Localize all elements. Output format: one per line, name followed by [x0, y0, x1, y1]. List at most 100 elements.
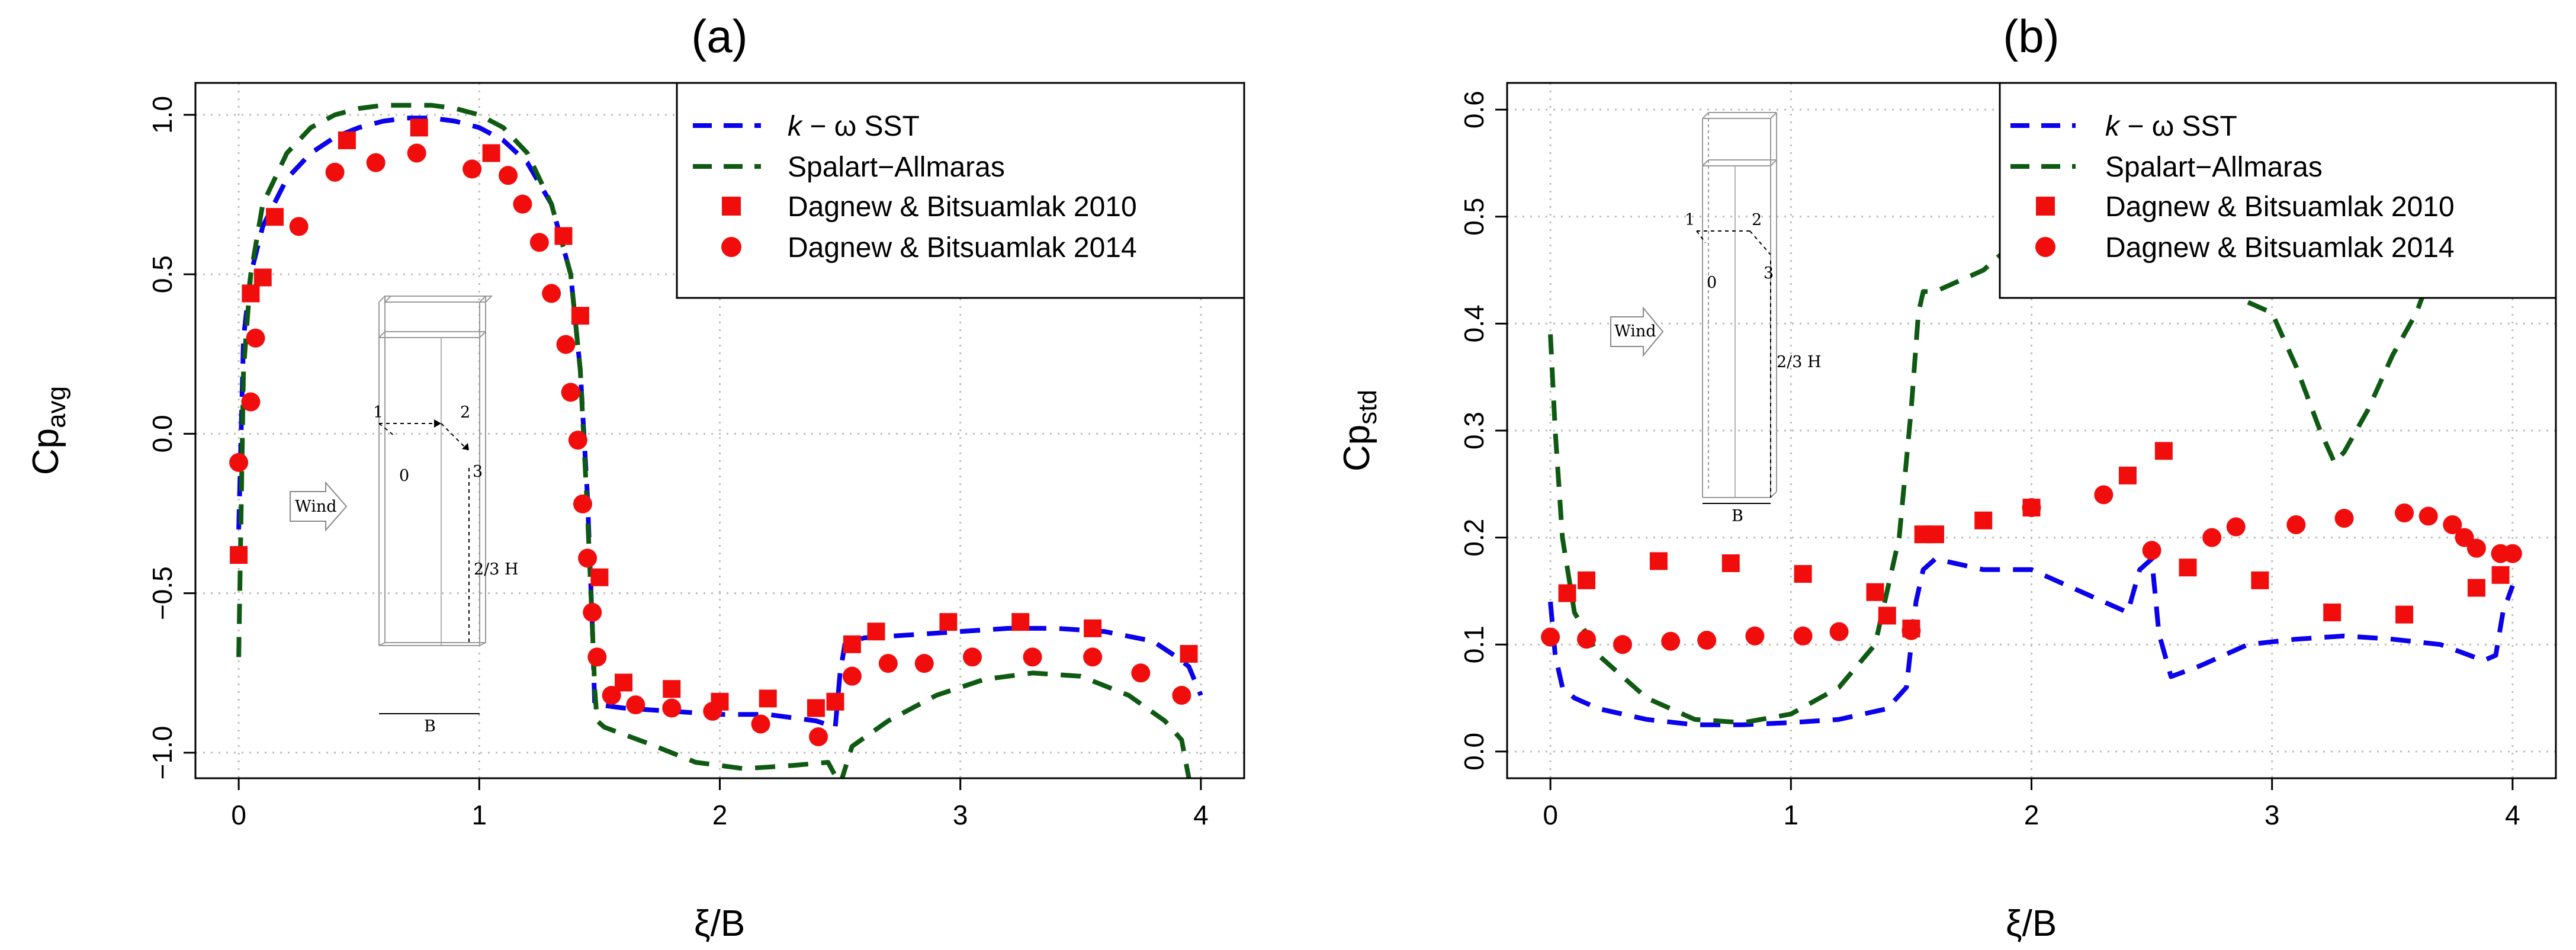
- panel-a-legend-box: [676, 82, 1245, 299]
- panel-a-series-2-point-13: [759, 689, 777, 708]
- panel-a-series-2-point-14: [807, 699, 825, 717]
- panel-a-series-3-point-29: [1023, 647, 1042, 667]
- panel-b-series-3-point-19: [2491, 566, 2510, 584]
- panel-a-y-tick-label-1: −0.5: [147, 566, 178, 620]
- panel-b: (b) 0 1 2 3 4 0.0 0.1 0.2 0.3 0.4 0.5 0.6 ξ/B Cpstd: [1337, 10, 2557, 944]
- panel-b-wind-arrow-icon: [1610, 306, 1664, 357]
- panel-a-legend-sa-label: Spalart−Allmaras: [788, 152, 1005, 183]
- panel-b-y-tick-label-2: 0.2: [1459, 519, 1489, 557]
- panel-b-series-3-point-13: [2154, 442, 2173, 460]
- panel-b-legend-sst-k: k: [2105, 111, 2121, 142]
- panel-b-series-3-point-0: [1558, 584, 1576, 602]
- panel-a-x-tick-label-4: 4: [1193, 800, 1209, 830]
- panel-a-series-3-point-32: [1172, 685, 1191, 705]
- panel-a-series-3-point-11: [542, 284, 561, 303]
- panel-a-legend: k − ω SST Spalart−Allmaras Dagnew & Bits…: [676, 82, 1245, 299]
- panel-a-y-tick-label-4: 1.0: [147, 96, 178, 134]
- panel-b-series-3-point-6: [1878, 606, 1896, 625]
- panel-a-series-3-point-30: [1083, 647, 1103, 667]
- panel-a-inset-width-label: B: [424, 717, 436, 736]
- panel-b-series-4-point-6: [1793, 626, 1813, 646]
- panel-b-legend-2014-marker: [2035, 237, 2055, 257]
- panel-a-series-2-point-4: [338, 131, 356, 149]
- panel-b-series-0-line: [1548, 556, 2515, 727]
- panel-a-legend-2014-label: Dagnew & Bitsuamlak 2014: [788, 232, 1137, 264]
- panel-a-wind-arrow-icon: [290, 481, 348, 532]
- panel-a-series-3-point-23: [751, 714, 770, 734]
- panel-a-series-2-point-3: [266, 208, 284, 226]
- panel-a-y-axis-label-sub: avg: [42, 386, 71, 428]
- panel-a-series-2-point-8: [571, 307, 589, 325]
- panel-a-series-2-point-5: [410, 118, 428, 137]
- panel-a-inset-point-3: 3: [473, 463, 483, 481]
- panel-a-series-2-point-20: [1084, 619, 1102, 637]
- panel-a-inset-point-0: 0: [399, 467, 409, 485]
- panel-a-series-3-point-12: [556, 335, 576, 354]
- panel-a-series-2-point-1: [242, 284, 260, 303]
- panel-a-y-axis-label-main: Cp: [25, 428, 66, 475]
- panel-a-series-3-point-17: [583, 602, 602, 622]
- panel-a-series-2-point-17: [867, 622, 885, 641]
- panel-a-series-3-point-7: [462, 159, 482, 179]
- panel-b-series-3-point-12: [2118, 466, 2137, 484]
- panel-b-y-axis-label-sub: std: [1353, 390, 1382, 425]
- panel-b-title: (b): [2003, 10, 2059, 62]
- panel-b-series-4-point-0: [1541, 627, 1560, 647]
- panel-b-series-4-point-11: [2142, 541, 2161, 560]
- panel-b-series-4-point-18: [2443, 515, 2462, 534]
- panel-a-series-3-point-14: [568, 431, 587, 450]
- panel-a-series-3-point-2: [246, 328, 265, 348]
- panel-a-series-3-point-10: [529, 233, 549, 252]
- panel-a-series-3-point-4: [325, 162, 345, 182]
- panel-a-legend-2010-label: Dagnew & Bitsuamlak 2010: [788, 191, 1137, 223]
- panel-a-series-3-point-31: [1131, 663, 1151, 683]
- panel-b-series-4-point-9: [2022, 498, 2041, 518]
- panel-a-series-3-point-19: [602, 685, 621, 705]
- panel-a-series-3-point-3: [289, 217, 309, 236]
- panel-b-inset: 0 1 2 3 2/3 H B Wind: [1610, 112, 1822, 525]
- panel-b-legend-box: [1999, 82, 2557, 299]
- panel-b-x-axis-label: ξ/B: [2006, 903, 2057, 944]
- panel-b-series-4-point-5: [1745, 626, 1765, 646]
- panel-a-x-axis-label: ξ/B: [694, 903, 745, 944]
- panel-a-inset-point-2: 2: [460, 403, 470, 422]
- panel-b-series-4-point-4: [1697, 631, 1717, 650]
- panel-a-series-2-point-6: [482, 144, 500, 162]
- panel-a-series-3-point-5: [366, 153, 386, 172]
- panel-a-series-2-point-21: [1180, 644, 1198, 663]
- panel-b-y-tick-label-0: 0.0: [1459, 733, 1489, 771]
- panel-b-y-tick-label-6: 0.6: [1459, 91, 1489, 129]
- panel-b-legend-sst-rest: − ω SST: [2119, 111, 2237, 142]
- panel-a-series-3-point-20: [626, 695, 645, 715]
- panel-a-measurement-path: [378, 423, 470, 646]
- panel-b-y-tick-label-4: 0.4: [1459, 304, 1489, 342]
- panel-b-series-4-point-10: [2094, 485, 2114, 505]
- panel-a-series-3-point-6: [407, 143, 426, 163]
- panel-b-inset-point-1: 1: [1685, 211, 1695, 229]
- panel-a-x-tick-label-0: 0: [231, 800, 246, 830]
- panel-a-inset: 0 1 2 3 2/3 H B Wind: [290, 296, 519, 736]
- panel-b-series-3-point-5: [1866, 583, 1884, 601]
- panel-a-series-3-point-16: [578, 548, 598, 568]
- panel-a-inset-point-1: 1: [373, 403, 383, 422]
- panel-b-inset-width-label: B: [1732, 507, 1743, 525]
- panel-a-y-tick-label-3: 0.5: [147, 255, 178, 293]
- panel-b-series-4-point-15: [2334, 509, 2354, 528]
- panel-b-series-4-point-14: [2286, 515, 2306, 534]
- panel-b-x-tick-label-4: 4: [2505, 800, 2520, 830]
- panel-b-inset-height-label: 2/3 H: [1777, 353, 1822, 371]
- panel-a-series-3-point-28: [963, 647, 982, 667]
- panel-a-series-1-line: [236, 102, 1191, 778]
- panel-a-series-2-point-11: [663, 680, 681, 698]
- panel-b-series-4-point-22: [2503, 544, 2522, 563]
- panel-b-series-2-line: [2247, 280, 2431, 466]
- panel-b-building-sketch: [1702, 112, 1777, 498]
- panel-b-inset-point-2: 2: [1752, 211, 1762, 229]
- panel-a-series-3-point-0: [229, 452, 249, 472]
- panel-b-inset-point-0: 0: [1707, 274, 1717, 292]
- panel-b-y-axis-label: Cpstd: [1337, 390, 1382, 471]
- panel-b-series-4-point-1: [1577, 630, 1597, 649]
- panel-b-series-4-point-17: [2418, 506, 2438, 526]
- panel-a-y-tick-label-2: 0.0: [147, 415, 178, 452]
